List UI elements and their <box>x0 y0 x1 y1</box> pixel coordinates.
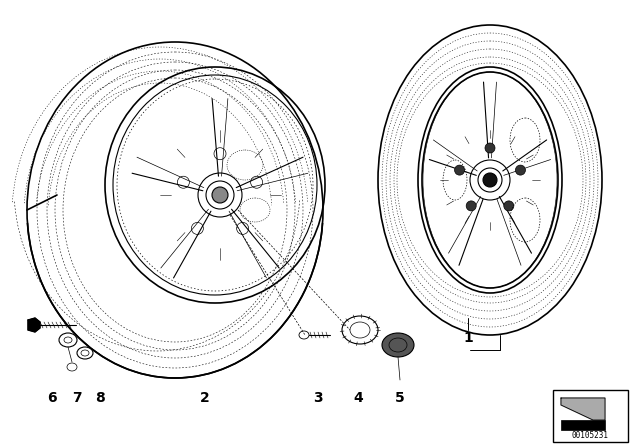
Polygon shape <box>561 398 605 420</box>
Ellipse shape <box>382 333 414 357</box>
Text: 5: 5 <box>395 391 405 405</box>
Text: 3: 3 <box>313 391 323 405</box>
Ellipse shape <box>485 143 495 153</box>
Ellipse shape <box>483 173 497 187</box>
Polygon shape <box>28 318 40 332</box>
Text: 1: 1 <box>463 331 473 345</box>
Ellipse shape <box>504 201 514 211</box>
Bar <box>553 390 628 442</box>
Text: 4: 4 <box>353 391 363 405</box>
Text: 00105231: 00105231 <box>572 431 609 440</box>
Ellipse shape <box>466 201 476 211</box>
Ellipse shape <box>515 165 525 175</box>
Text: 6: 6 <box>47 391 57 405</box>
Ellipse shape <box>454 165 465 175</box>
Ellipse shape <box>212 187 228 203</box>
Text: 2: 2 <box>200 391 210 405</box>
Text: 8: 8 <box>95 391 105 405</box>
Bar <box>561 420 605 430</box>
Text: 7: 7 <box>72 391 82 405</box>
